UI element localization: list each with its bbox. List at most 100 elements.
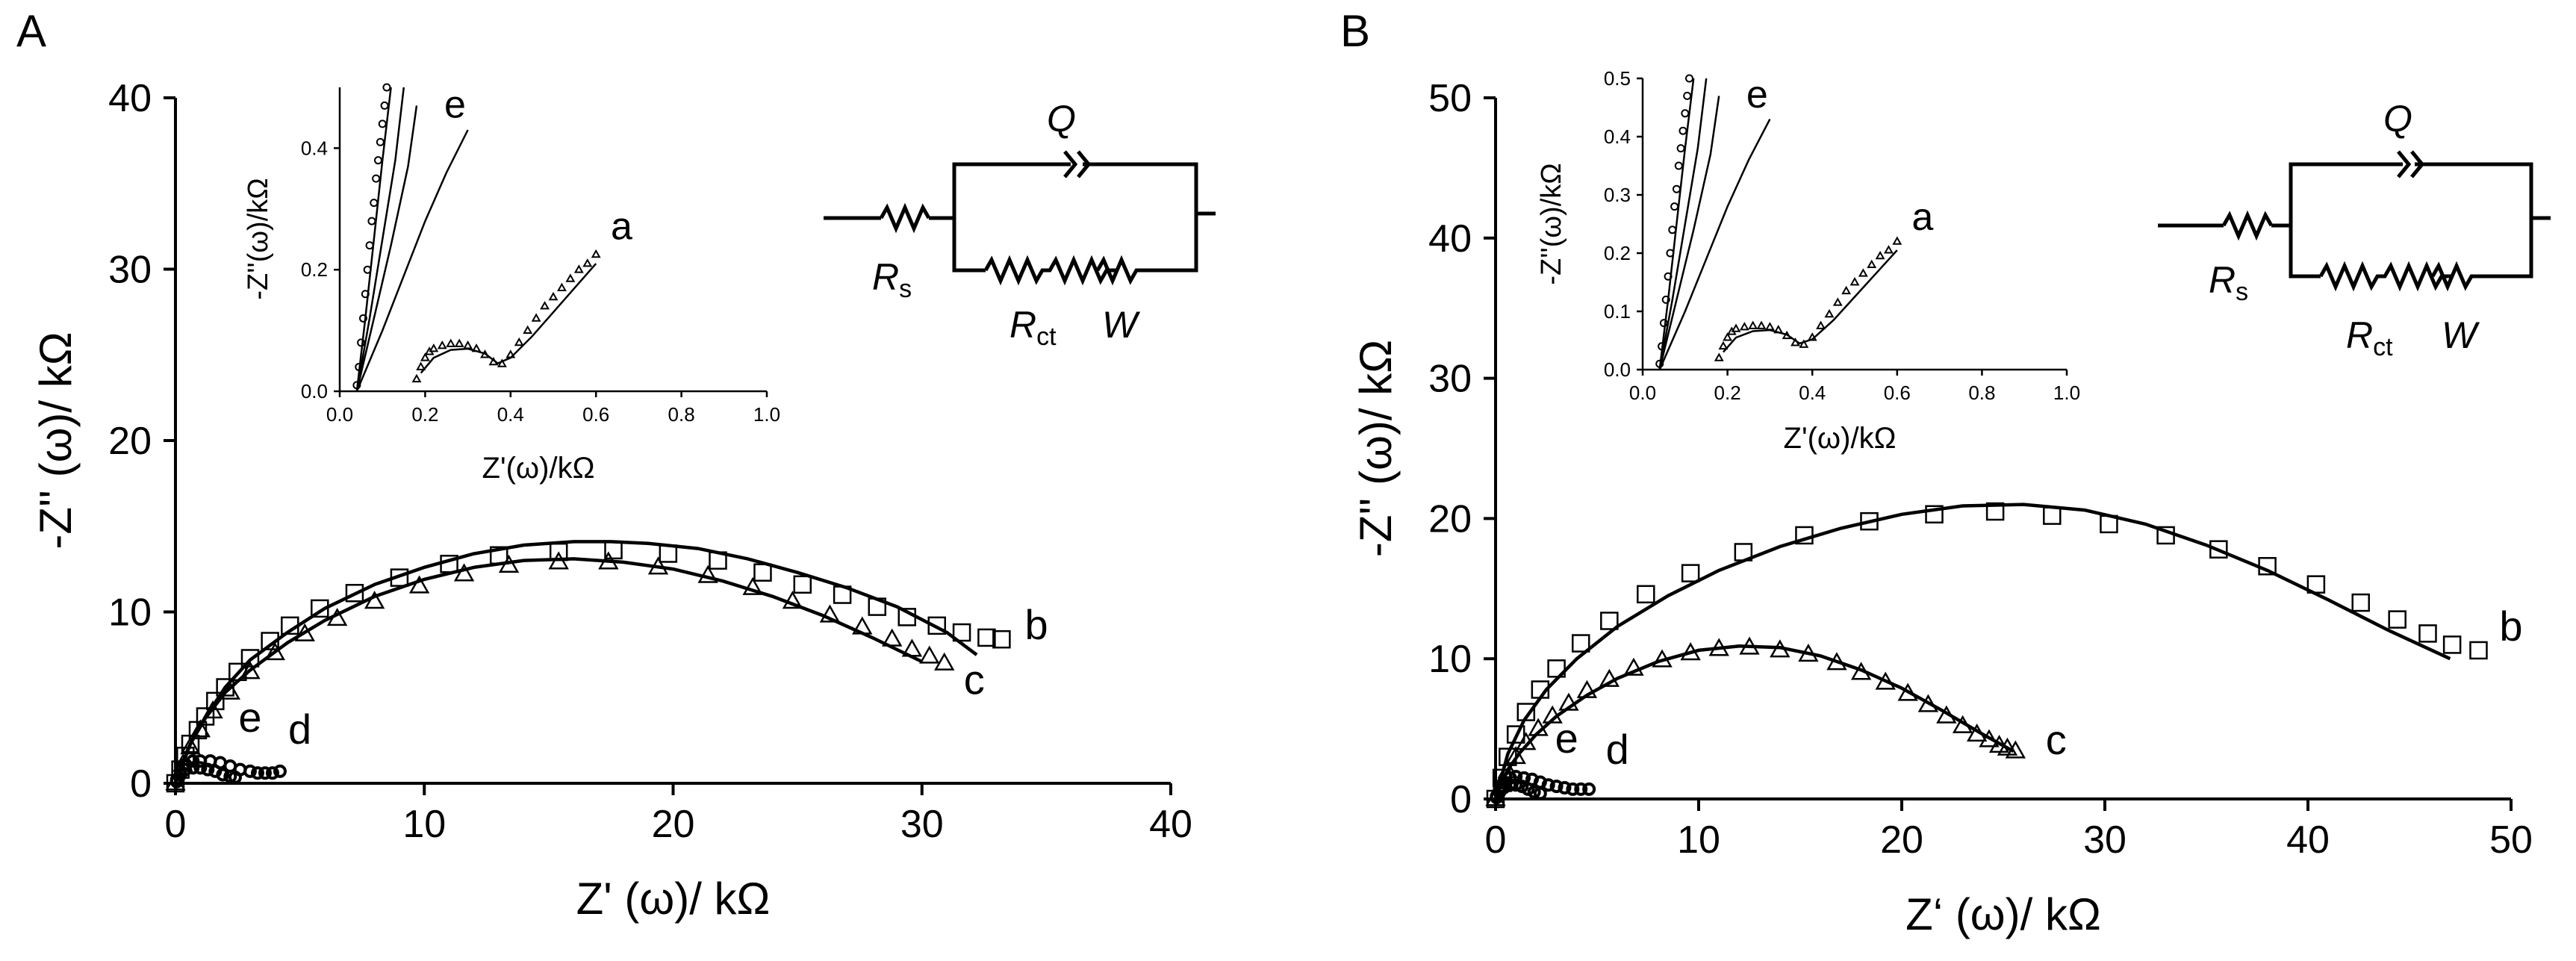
data-point-b <box>1499 747 1517 766</box>
inset-fit-curve <box>420 263 597 374</box>
warburg-element-a <box>1095 255 1142 286</box>
data-point-c <box>1966 723 1988 742</box>
inset-y-tick-label: 0.5 <box>1604 67 1631 90</box>
data-point-e <box>186 761 200 775</box>
x-tick-label: 20 <box>1880 818 1923 862</box>
data-point-c <box>1680 642 1701 661</box>
inset-data-point-a <box>454 338 464 347</box>
equivalent-circuit-b <box>2158 150 2551 292</box>
data-point-d <box>1541 778 1555 792</box>
data-point-b <box>390 568 409 587</box>
data-point-b <box>927 616 946 635</box>
data-point-b <box>440 554 458 573</box>
data-point-c <box>220 681 241 700</box>
inset-data-point-e <box>361 290 370 299</box>
data-point-e <box>1533 786 1547 800</box>
x-axis-title: Z' (ω)/ kΩ <box>576 874 771 924</box>
circuit-wire-a <box>824 162 1216 273</box>
inset-data-point-a <box>1782 330 1792 340</box>
data-point-b <box>897 608 917 626</box>
circuit-wire-b <box>2158 162 2551 279</box>
data-point-d <box>250 766 264 780</box>
data-point-d <box>1574 782 1588 796</box>
inset-x-tick-label: 0.8 <box>668 403 695 426</box>
inset-x-tick-label: 0.2 <box>411 403 438 426</box>
inset-x-tick-label: 1.0 <box>753 403 780 426</box>
data-point-e <box>178 762 193 777</box>
data-point-d <box>258 766 272 780</box>
data-point-b <box>261 632 279 650</box>
data-point-e <box>1509 778 1523 792</box>
data-point-b <box>281 616 299 635</box>
circuit-rct-label-a: Rct <box>1009 304 1057 351</box>
inset-fit-curve <box>355 129 469 392</box>
data-point-b <box>1860 511 1879 531</box>
data-point-c <box>782 591 803 609</box>
data-point-b <box>659 544 678 563</box>
data-point-e <box>228 770 242 784</box>
inset-data-point-e <box>365 241 374 250</box>
data-point-c <box>264 641 285 661</box>
data-point-e <box>1503 778 1517 792</box>
x-tick-label: 0 <box>1485 818 1507 862</box>
data-point-d <box>1582 782 1596 796</box>
inset-data-point-a <box>437 340 447 349</box>
data-point-c <box>1850 662 1872 680</box>
data-point-c <box>2005 740 2026 759</box>
data-point-c <box>1988 735 2010 753</box>
data-point-c <box>1875 671 1896 690</box>
inset-data-point-e <box>372 174 381 183</box>
charge-transfer-resistor-b <box>2318 261 2451 292</box>
inset-data-point-a <box>582 258 593 267</box>
inset-data-point-e <box>1670 202 1679 211</box>
inset-chart-a: 0.0 0.2 0.4 0.6 0.8 1.0 0.0 0.2 0.4 Z'(ω)/kΩ -Z''(… <box>243 83 780 485</box>
inset-data-point-e <box>1659 319 1668 328</box>
circuit-q-label-b: Q <box>2383 98 2412 140</box>
data-point-c <box>408 575 430 594</box>
inset-x-tick-label: 0.4 <box>497 403 524 426</box>
data-point-c <box>240 661 261 679</box>
x-tick-label: 40 <box>2286 818 2330 862</box>
inset-data-point-a <box>1718 340 1729 350</box>
inset-x-axis-title: Z'(ω)/kΩ <box>1784 422 1897 455</box>
inset-data-point-e <box>1679 126 1687 135</box>
data-point-c <box>1652 649 1673 668</box>
inset-data-point-a <box>505 349 516 358</box>
data-point-b <box>1600 612 1619 630</box>
inset-data-point-a <box>540 301 550 310</box>
inset-data-point-a <box>1875 250 1885 260</box>
data-point-c <box>1576 679 1598 698</box>
data-point-c <box>453 563 475 582</box>
data-point-c <box>498 554 520 573</box>
circuit-w-label-a: W <box>1102 304 1141 346</box>
main-chart-b: 0 10 20 30 40 50 0 10 20 30 40 50 Z‘ (ω)/ kΩ -Z'' (ω)… <box>1351 77 2533 939</box>
inset-data-point-a <box>1731 323 1741 332</box>
inset-data-point-e <box>355 362 364 371</box>
y-tick-label: 20 <box>108 420 152 463</box>
data-point-b <box>1637 585 1655 604</box>
panel-label-b: B <box>1340 6 1370 56</box>
data-point-b <box>709 551 727 570</box>
data-point-d <box>1509 769 1523 783</box>
inset-y-tick-label: 0.1 <box>1604 300 1631 323</box>
inset-data-point-e <box>1674 161 1683 170</box>
data-point-b <box>604 541 623 560</box>
inset-x-tick-label: 0.0 <box>326 403 353 426</box>
inset-fit-curve <box>1722 249 1898 353</box>
inset-data-point-e <box>1664 272 1673 281</box>
inset-data-point-e <box>1658 342 1667 351</box>
series-label-d: d <box>288 706 311 753</box>
data-point-e <box>193 761 208 775</box>
inset-fit-curve <box>355 105 418 392</box>
inset-data-point-a <box>1807 332 1817 341</box>
data-point-b <box>1985 502 2005 521</box>
data-point-c <box>1952 715 1973 733</box>
data-point-c <box>819 604 841 623</box>
series-label-e: e <box>238 694 261 741</box>
data-point-c <box>1528 718 1549 736</box>
inset-data-point-e <box>1672 184 1681 193</box>
series-label-b: b <box>1024 601 1048 648</box>
data-point-b <box>2442 635 2462 654</box>
constant-phase-element-a <box>1063 150 1092 178</box>
